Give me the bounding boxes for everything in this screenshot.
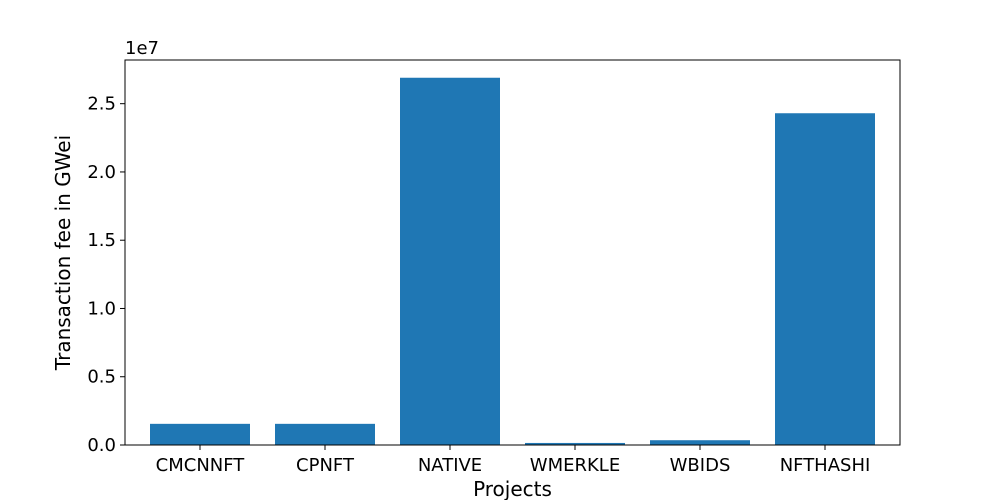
bar-wbids (650, 440, 750, 445)
x-tick-label: WMERKLE (530, 455, 620, 476)
x-tick-label: WBIDS (670, 455, 731, 476)
bar-native (400, 77, 500, 445)
x-axis-ticks: CMCNNFT CPNFT NATIVE WMERKLE WBIDS NFTHASHI (156, 445, 871, 476)
y-tick-label: 0.0 (87, 435, 116, 456)
y-tick-label: 1.5 (87, 230, 116, 251)
y-axis-label: Transaction fee in GWei (51, 135, 75, 371)
y-tick-label: 2.0 (87, 162, 116, 183)
bar-wmerkle (525, 442, 625, 445)
y-tick-label: 1.0 (87, 298, 116, 319)
x-tick-label: NATIVE (418, 455, 482, 476)
x-tick-label: NFTHASHI (780, 455, 871, 476)
bar-cmcnnft (150, 423, 250, 445)
y-axis-offset-label: 1e7 (125, 38, 159, 59)
bars-group (150, 77, 875, 445)
bar-cpnft (275, 423, 375, 445)
y-tick-label: 2.5 (87, 94, 116, 115)
x-tick-label: CPNFT (296, 455, 355, 476)
y-axis-ticks: 0.0 0.5 1.0 1.5 2.0 2.5 (87, 94, 125, 456)
plot-area-frame (124, 59, 901, 446)
y-tick-label: 0.5 (87, 367, 116, 388)
x-tick-label: CMCNNFT (156, 455, 246, 476)
bar-nfthashi (775, 113, 875, 445)
x-axis-label: Projects (473, 477, 552, 500)
